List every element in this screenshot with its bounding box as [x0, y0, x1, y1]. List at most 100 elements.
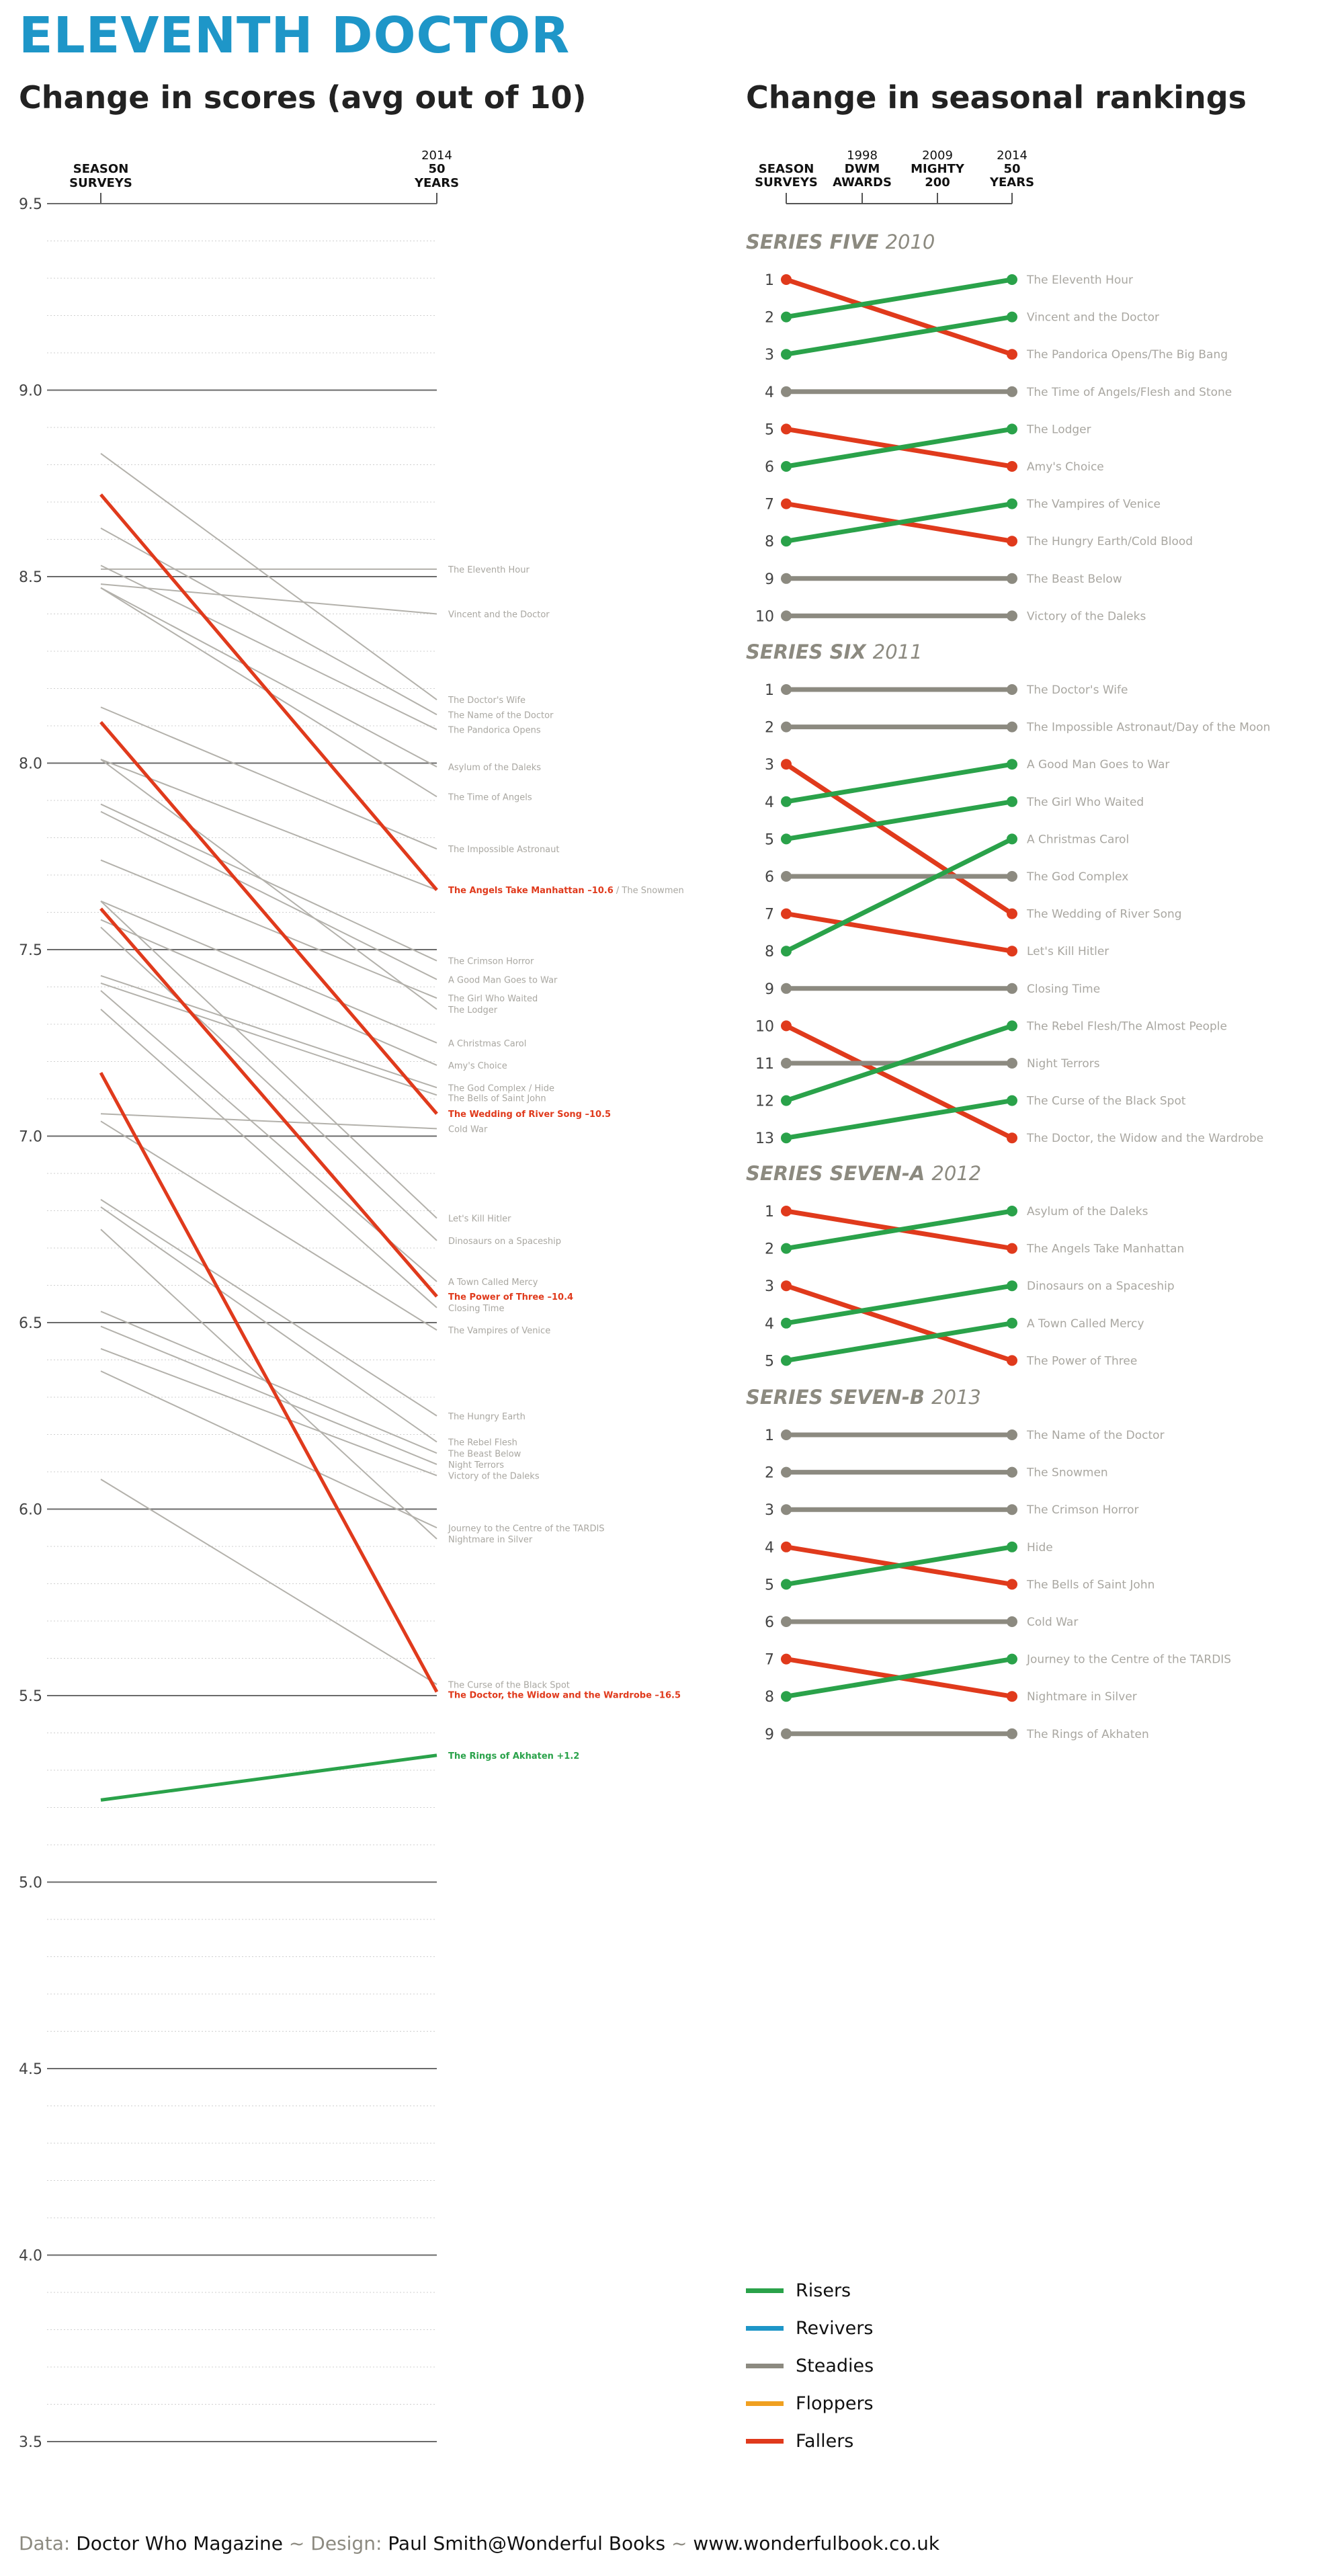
- rank-dot-start: [781, 1058, 792, 1069]
- rank-label: 5: [765, 1577, 774, 1593]
- column-header: SURVEYS: [755, 175, 818, 190]
- rank-label: 6: [765, 1614, 774, 1631]
- episode-label: Dinosaurs on a Spaceship: [1027, 1280, 1175, 1293]
- episode-label: Cold War: [1027, 1616, 1078, 1629]
- series-line: [100, 900, 437, 1044]
- series-label: The Doctor, the Widow and the Wardrobe –…: [448, 1690, 681, 1700]
- column-header: 2014: [997, 149, 1027, 163]
- series-heading-year: 2013: [931, 1386, 981, 1409]
- rankings-chart-title: Change in seasonal rankings: [746, 79, 1247, 116]
- series-label: Victory of the Daleks: [448, 1472, 540, 1482]
- credit-url[interactable]: www.wonderfulbook.co.uk: [693, 2532, 940, 2554]
- rank-label: 5: [765, 421, 774, 438]
- rank-label: 8: [765, 534, 774, 550]
- y-tick-label: 5.5: [19, 1688, 42, 1705]
- rank-dot-end: [1007, 1317, 1017, 1329]
- rank-label: 3: [765, 1278, 774, 1295]
- y-tick-label: 5.0: [19, 1875, 42, 1892]
- episode-label: Night Terrors: [1027, 1057, 1100, 1071]
- episode-label: The Rebel Flesh/The Almost People: [1026, 1020, 1227, 1033]
- episode-label: The Doctor, the Widow and the Wardrobe: [1026, 1132, 1263, 1145]
- series-line: [100, 1325, 437, 1465]
- rank-dot-end: [1007, 908, 1017, 919]
- series-line: [100, 1199, 437, 1417]
- episode-label: The Crimson Horror: [1026, 1503, 1138, 1517]
- episode-label: Let's Kill Hitler: [1027, 945, 1109, 958]
- rank-label: 4: [765, 384, 774, 401]
- series-label: Let's Kill Hitler: [448, 1214, 511, 1224]
- series-line: [100, 1206, 437, 1443]
- rank-link: [785, 1024, 1013, 1103]
- episode-label: The Name of the Doctor: [1026, 1429, 1165, 1442]
- rank-dot-start: [781, 1579, 792, 1590]
- series-heading-name: SERIES SEVEN-A: [746, 1162, 931, 1185]
- rank-link: [786, 1657, 1013, 1699]
- credit-data-key: Data:: [19, 2532, 71, 2554]
- episode-label: The God Complex: [1026, 870, 1128, 884]
- rank-dot-end: [1007, 1243, 1017, 1254]
- series-label: The Rebel Flesh: [448, 1438, 517, 1448]
- series-heading-year: 2010: [886, 231, 935, 253]
- rank-dot-start: [781, 1653, 792, 1665]
- rank-link: [785, 1283, 1013, 1363]
- series-line: [100, 1120, 437, 1331]
- rank-dot-start: [781, 1616, 792, 1627]
- rank-dot-end: [1007, 386, 1017, 397]
- rank-dot-start: [781, 1206, 792, 1216]
- column-header: YEARS: [989, 175, 1034, 190]
- rank-dot-start: [781, 1466, 792, 1478]
- legend-swatch: [746, 2401, 784, 2406]
- credit-separator: ~: [671, 2532, 687, 2554]
- y-tick-label: 4.5: [19, 2061, 42, 2078]
- y-tick-label: 4.0: [19, 2248, 42, 2265]
- x-header-label: SEASON: [73, 162, 129, 176]
- episode-label: A Good Man Goes to War: [1027, 758, 1169, 772]
- rank-dot-end: [1007, 1095, 1017, 1106]
- rank-link: [786, 1283, 1013, 1326]
- series-label: The Crimson Horror: [448, 957, 534, 967]
- rank-dot-end: [1007, 1280, 1017, 1292]
- rank-dot-start: [781, 1429, 792, 1440]
- rank-label: 1: [765, 1427, 774, 1444]
- y-tick-label: 8.5: [19, 569, 42, 586]
- rank-link: [786, 426, 1013, 469]
- series-heading: SERIES FIVE 2010: [746, 231, 935, 253]
- rank-link: [786, 1321, 1013, 1363]
- series-label: The God Complex / Hide: [448, 1083, 554, 1093]
- episode-label: The Lodger: [1026, 423, 1091, 436]
- rank-label: 9: [765, 571, 774, 588]
- rank-dot-start: [781, 349, 792, 360]
- series-line: [100, 983, 437, 1096]
- episode-label: The Rings of Akhaten: [1026, 1728, 1149, 1741]
- column-header: 1998: [847, 149, 878, 163]
- y-tick-label: 6.5: [19, 1315, 42, 1332]
- y-tick-label: 3.5: [19, 2434, 42, 2451]
- rank-label: 13: [755, 1130, 774, 1147]
- rank-dot-start: [781, 386, 792, 397]
- rank-link: [786, 1208, 1013, 1251]
- legend-item-revivers: Revivers: [746, 2309, 874, 2347]
- column-header: 200: [925, 175, 950, 190]
- column-header: DWM: [845, 162, 880, 176]
- rank-dot-start: [781, 1691, 792, 1702]
- rank-label: 2: [765, 310, 774, 327]
- y-tick-label: 6.0: [19, 1502, 42, 1519]
- rank-link: [786, 911, 1013, 954]
- series-line: [100, 811, 437, 981]
- rank-label: 3: [765, 757, 774, 774]
- rank-dot-end: [1007, 796, 1017, 807]
- legend-item-fallers: Fallers: [746, 2422, 874, 2460]
- series-label: The Pandorica Opens: [448, 726, 541, 736]
- x-header-label: 2014: [421, 149, 452, 163]
- rank-link: [786, 761, 1013, 804]
- rank-link: [786, 277, 1013, 320]
- series-label-suffix: / The Snowmen: [614, 886, 684, 896]
- series-label: Asylum of the Daleks: [448, 763, 541, 773]
- episode-label: The Eleventh Hour: [1026, 274, 1133, 287]
- rank-label: 8: [765, 1689, 774, 1706]
- x-header-label: 50: [428, 162, 445, 176]
- rank-label: 9: [765, 1727, 774, 1743]
- rank-link: [785, 277, 1013, 357]
- series-label: The Bells of Saint John: [448, 1093, 546, 1104]
